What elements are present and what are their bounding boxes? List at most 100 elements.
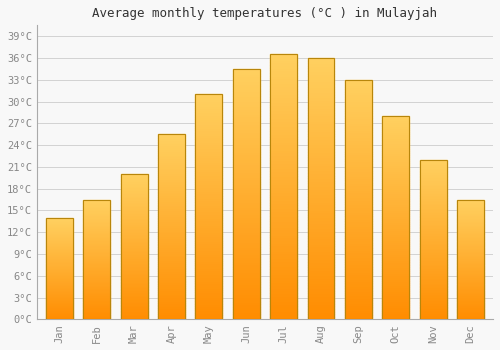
Bar [120, 285, 148, 286]
Bar [158, 241, 185, 244]
Bar [158, 219, 185, 221]
Bar [457, 309, 484, 310]
Bar [308, 68, 334, 71]
Bar [83, 297, 110, 298]
Bar [233, 106, 260, 109]
Bar [233, 121, 260, 124]
Bar [308, 162, 334, 165]
Bar [83, 212, 110, 213]
Bar [457, 241, 484, 243]
Bar [382, 193, 409, 195]
Bar [270, 253, 297, 256]
Bar [120, 315, 148, 316]
Bar [308, 238, 334, 241]
Bar [196, 164, 222, 166]
Bar [420, 206, 446, 208]
Bar [345, 140, 372, 142]
Bar [233, 252, 260, 254]
Bar [308, 181, 334, 183]
Bar [46, 220, 72, 221]
Bar [83, 264, 110, 266]
Bar [196, 114, 222, 117]
Bar [233, 197, 260, 199]
Bar [270, 54, 297, 320]
Bar [457, 314, 484, 315]
Bar [120, 261, 148, 263]
Bar [233, 227, 260, 229]
Bar [382, 279, 409, 281]
Bar [233, 109, 260, 111]
Bar [196, 301, 222, 304]
Bar [270, 312, 297, 314]
Bar [345, 152, 372, 154]
Bar [457, 238, 484, 239]
Bar [83, 312, 110, 314]
Bar [196, 150, 222, 153]
Bar [46, 278, 72, 279]
Bar [457, 306, 484, 307]
Bar [158, 206, 185, 208]
Bar [46, 252, 72, 253]
Bar [457, 210, 484, 212]
Bar [270, 266, 297, 269]
Bar [83, 276, 110, 278]
Bar [345, 159, 372, 161]
Bar [270, 309, 297, 312]
Bar [46, 228, 72, 229]
Bar [420, 280, 446, 281]
Bar [345, 317, 372, 320]
Bar [308, 270, 334, 272]
Bar [46, 236, 72, 237]
Bar [345, 204, 372, 207]
Bar [270, 234, 297, 237]
Bar [46, 318, 72, 320]
Bar [196, 290, 222, 292]
Bar [420, 227, 446, 228]
Bar [457, 232, 484, 233]
Bar [457, 228, 484, 230]
Bar [382, 140, 409, 142]
Bar [345, 274, 372, 276]
Bar [457, 240, 484, 241]
Bar [83, 266, 110, 267]
Bar [345, 310, 372, 312]
Bar [233, 294, 260, 297]
Bar [158, 149, 185, 151]
Bar [308, 89, 334, 92]
Bar [196, 166, 222, 169]
Bar [46, 300, 72, 301]
Bar [83, 257, 110, 258]
Bar [457, 284, 484, 285]
Bar [120, 295, 148, 296]
Bar [120, 224, 148, 225]
Bar [233, 217, 260, 219]
Bar [382, 132, 409, 134]
Bar [120, 247, 148, 248]
Bar [308, 197, 334, 199]
Bar [345, 312, 372, 315]
Bar [120, 299, 148, 301]
Bar [158, 188, 185, 190]
Bar [158, 257, 185, 258]
Bar [196, 135, 222, 137]
Bar [420, 268, 446, 270]
Bar [382, 258, 409, 260]
Bar [196, 162, 222, 164]
Bar [196, 295, 222, 297]
Bar [420, 251, 446, 252]
Bar [308, 110, 334, 113]
Bar [382, 139, 409, 140]
Bar [120, 177, 148, 178]
Bar [196, 94, 222, 97]
Bar [270, 290, 297, 293]
Bar [120, 184, 148, 186]
Bar [345, 94, 372, 97]
Bar [345, 209, 372, 212]
Bar [345, 108, 372, 111]
Bar [382, 214, 409, 216]
Bar [270, 179, 297, 182]
Bar [233, 237, 260, 239]
Bar [120, 286, 148, 287]
Bar [196, 272, 222, 274]
Bar [233, 139, 260, 141]
